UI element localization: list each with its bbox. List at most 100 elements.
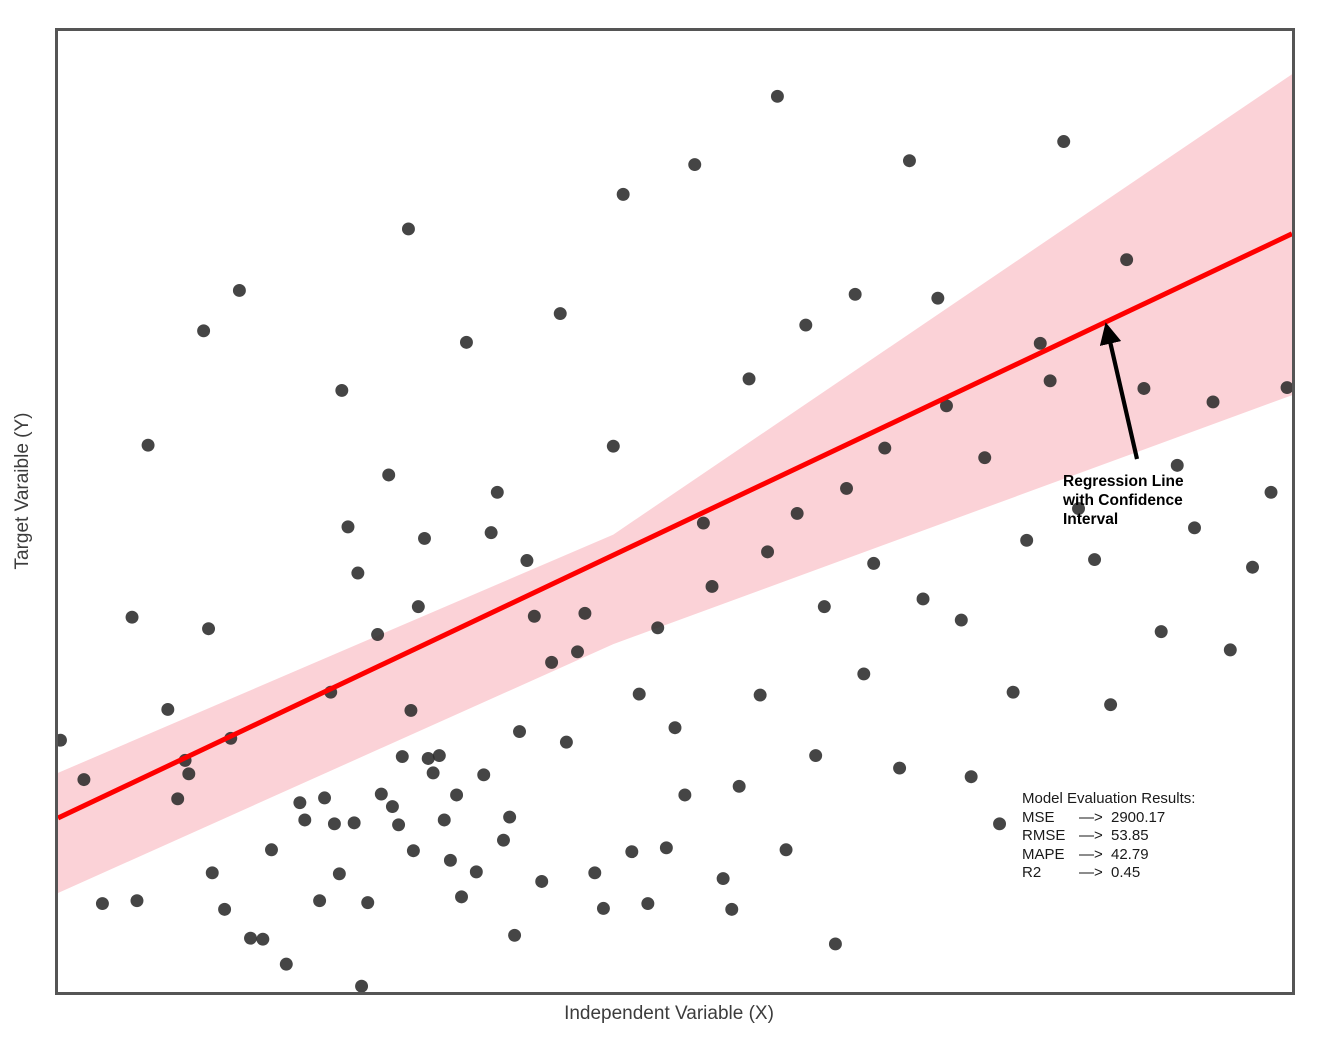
scatter-point xyxy=(931,291,945,305)
scatter-point xyxy=(828,937,842,951)
scatter-point xyxy=(371,628,385,641)
scatter-point xyxy=(809,749,823,763)
scatter-point xyxy=(954,613,968,627)
scatter-point xyxy=(327,817,341,831)
scatter-point xyxy=(742,372,756,386)
metrics-heading: Model Evaluation Results: xyxy=(1022,790,1196,807)
plot-area xyxy=(55,28,1295,995)
scatter-point xyxy=(355,979,369,992)
scatter-point xyxy=(455,890,468,904)
metric-name: MAPE xyxy=(1022,845,1065,863)
metric-value: 42.79 xyxy=(1111,845,1149,863)
scatter-point xyxy=(293,796,307,810)
scatter-point xyxy=(484,526,498,540)
scatter-point xyxy=(940,399,953,413)
metric-name: MSE xyxy=(1022,808,1055,826)
scatter-point xyxy=(202,622,216,636)
scatter-point xyxy=(401,222,415,236)
metrics-rows: MSE —> 2900.17 RMSE —> 53.85 MAPE —> 42.79 R2 —> 0.… xyxy=(1022,809,1195,883)
metric-name: R2 xyxy=(1022,864,1042,881)
metric-arrow: —> xyxy=(1079,845,1103,863)
scatter-point xyxy=(1020,533,1034,547)
scatter-point xyxy=(578,606,592,620)
scatter-point xyxy=(341,520,355,534)
scatter-point xyxy=(761,545,775,559)
scatter-point xyxy=(732,779,746,793)
scatter-point xyxy=(902,154,916,168)
scatter-point xyxy=(351,566,365,580)
scatter-point xyxy=(779,843,793,857)
scatter-point xyxy=(182,767,196,781)
scatter-point xyxy=(625,845,639,859)
scatter-point xyxy=(171,792,185,806)
scatter-point xyxy=(450,788,464,802)
scatter-point xyxy=(411,600,425,614)
scatter-point xyxy=(1170,458,1184,472)
metric-value: 2900.17 xyxy=(1111,808,1166,826)
scatter-point xyxy=(588,866,602,880)
scatter-point xyxy=(527,609,541,623)
scatter-point xyxy=(688,158,702,172)
metric-name: RMSE xyxy=(1022,827,1066,844)
scatter-point xyxy=(616,187,630,201)
scatter-point xyxy=(469,865,483,879)
scatter-point xyxy=(1246,560,1259,574)
scatter-point xyxy=(265,843,278,857)
scatter-point xyxy=(596,901,610,915)
scatter-point xyxy=(406,844,420,858)
scatter-point xyxy=(1043,374,1057,388)
scatter-point xyxy=(426,766,440,780)
scatter-point xyxy=(545,655,559,669)
scatter-point xyxy=(477,768,491,782)
scatter-point xyxy=(513,725,526,739)
scatter-point xyxy=(298,813,312,827)
scatter-point xyxy=(668,721,682,735)
confidence-band xyxy=(58,74,1292,894)
regression-line-shape xyxy=(58,231,1292,821)
scatter-point xyxy=(716,872,730,886)
scatter-point xyxy=(335,383,349,397)
scatter-points xyxy=(58,89,1292,992)
scatter-point xyxy=(490,485,504,499)
scatter-point xyxy=(256,932,270,946)
scatter-point xyxy=(205,866,219,880)
scatter-point xyxy=(893,761,907,775)
confidence-band-shape xyxy=(58,74,1292,894)
scatter-point xyxy=(770,89,784,103)
scatter-point xyxy=(705,580,719,593)
scatter-point xyxy=(318,791,332,805)
scatter-point xyxy=(993,817,1007,831)
scatter-point xyxy=(848,287,862,301)
scatter-point xyxy=(1137,382,1151,395)
scatter-point xyxy=(659,841,673,855)
scatter-point xyxy=(520,554,534,567)
scatter-point xyxy=(404,703,418,717)
scatter-point xyxy=(395,750,409,764)
scatter-point xyxy=(197,324,211,338)
scatter-point xyxy=(632,687,646,701)
scatter-point xyxy=(799,318,813,332)
scatter-point xyxy=(392,818,406,832)
scatter-point xyxy=(1223,643,1237,657)
scatter-point xyxy=(1188,521,1201,535)
scatter-point xyxy=(130,894,144,908)
scatter-point xyxy=(678,788,692,802)
scatter-point xyxy=(964,770,978,784)
scatter-point xyxy=(1072,502,1085,516)
scatter-point xyxy=(1104,698,1118,712)
scatter-point xyxy=(244,931,257,945)
scatter-point xyxy=(559,735,573,749)
scatter-point xyxy=(443,853,457,867)
metric-row: RMSE —> 53.85 xyxy=(1022,827,1195,846)
scatter-point xyxy=(432,749,446,763)
scatter-point xyxy=(1154,625,1168,639)
scatter-point xyxy=(1057,135,1071,148)
scatter-point xyxy=(641,897,655,911)
scatter-point xyxy=(571,645,584,659)
metric-row: MSE —> 2900.17 xyxy=(1022,809,1195,828)
scatter-point xyxy=(1206,395,1220,409)
scatter-point xyxy=(840,481,853,495)
scatter-point xyxy=(725,902,739,916)
scatter-point xyxy=(382,468,396,482)
